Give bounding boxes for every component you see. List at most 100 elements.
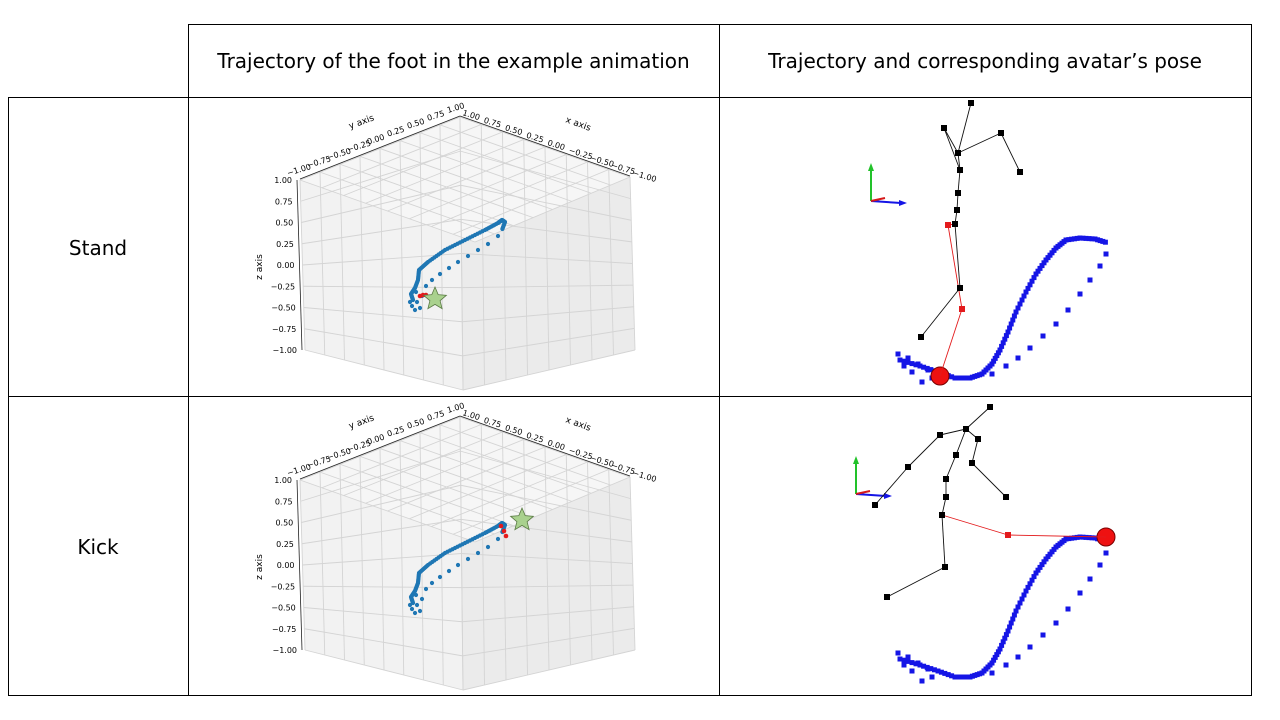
pose-point — [929, 674, 935, 680]
pose-point — [989, 361, 995, 367]
grid-line — [452, 469, 609, 535]
up-axis-arrow — [868, 163, 874, 171]
pose-point — [995, 649, 1001, 655]
trajectory-point — [475, 247, 481, 253]
pose-point — [928, 367, 934, 373]
pose-point — [1077, 291, 1083, 297]
pose-point — [1089, 535, 1095, 541]
pose-point — [945, 672, 951, 678]
pose-point — [989, 660, 995, 666]
pose-point — [1041, 559, 1047, 565]
y-tick-label: 0.50 — [406, 417, 426, 431]
pose-point — [1102, 239, 1108, 245]
pose-point — [895, 650, 901, 656]
pose-point — [1037, 564, 1043, 570]
skeleton-joint — [987, 404, 993, 410]
pose-point — [1023, 289, 1029, 295]
z-axis-line — [296, 179, 303, 351]
skeleton-bone — [965, 406, 991, 430]
z-tick-label: 0.00 — [277, 561, 295, 570]
table-rule-bottom — [8, 695, 1252, 696]
pose-point — [1086, 535, 1092, 541]
trajectory-point — [495, 536, 501, 542]
grid-line — [461, 584, 634, 589]
pose-point — [1005, 628, 1011, 634]
grid-line — [461, 553, 633, 564]
pose-point — [1031, 275, 1037, 281]
trajectory-point — [485, 241, 491, 247]
z-tick-label: 0.75 — [275, 497, 293, 506]
y-tick-label: 0.75 — [426, 409, 446, 423]
grid-line — [587, 161, 593, 361]
trajectory-point — [423, 586, 429, 592]
pose-trajectory — [895, 235, 1109, 385]
pose-point — [991, 358, 997, 364]
pose-point — [1103, 550, 1109, 556]
pose-point — [992, 654, 998, 660]
pose-point — [1089, 236, 1095, 242]
z-tick-label: 0.50 — [275, 519, 293, 528]
pose-point — [901, 662, 907, 668]
pose-point — [1003, 632, 1009, 638]
pose-point — [909, 369, 915, 375]
z-tick-label: 0.00 — [277, 261, 295, 270]
pose-point — [1097, 263, 1103, 269]
pose-trajectory — [895, 534, 1109, 684]
pose-point — [1074, 534, 1080, 540]
z-axis-label: z axis — [255, 254, 265, 280]
y-tick-label: 0.25 — [386, 425, 406, 439]
target-star — [422, 285, 448, 310]
y-tick-label: 0.00 — [366, 433, 386, 447]
skeleton-bone — [945, 454, 957, 480]
trajectory-point — [412, 610, 418, 616]
pose-point — [1069, 236, 1075, 242]
pose-point — [919, 678, 925, 684]
pose-point — [1095, 237, 1101, 243]
row-label-kick: Kick — [77, 535, 119, 559]
current-point — [498, 523, 504, 529]
pose-point — [897, 357, 903, 363]
z-tick-label: −0.75 — [272, 325, 297, 334]
pose-point — [1100, 238, 1106, 244]
skeleton-joint — [953, 452, 959, 458]
trajectory-point — [455, 562, 461, 568]
grid-line — [608, 169, 614, 356]
pose-point — [1071, 535, 1077, 541]
table-rule-top — [188, 24, 1252, 25]
grid-line — [399, 140, 573, 202]
pose-view-stand — [868, 100, 1109, 386]
grid-line — [462, 327, 635, 357]
pose-point — [1069, 535, 1075, 541]
x-tick-label: −1.00 — [631, 168, 657, 184]
skeleton-bone — [939, 428, 967, 436]
pose-point — [1013, 309, 1019, 315]
grid-line — [399, 440, 405, 676]
pose-point — [1027, 345, 1033, 351]
trajectory-point — [417, 305, 423, 311]
pose-point — [1080, 534, 1086, 540]
pose-point — [938, 669, 944, 675]
skeleton-joint — [918, 334, 924, 340]
plot-3d-kick: −1.00−0.75−0.50−0.250.000.250.500.751.00… — [255, 402, 657, 691]
z-axis-label: z axis — [255, 554, 265, 580]
pose-point — [1040, 632, 1046, 638]
grid-line — [461, 253, 633, 264]
grid-line — [439, 124, 611, 186]
trajectory-point — [409, 606, 415, 612]
pose-point — [1008, 321, 1014, 327]
grid-line — [304, 349, 464, 391]
pose-point — [1025, 584, 1031, 590]
pose-point — [901, 358, 907, 364]
pose-point — [897, 656, 903, 662]
pose-point — [952, 375, 958, 381]
grid-line — [409, 154, 567, 220]
grid-line — [452, 169, 609, 235]
pose-view-kick — [853, 404, 1116, 684]
trajectory-point — [419, 596, 425, 602]
grid-line — [459, 416, 631, 478]
pose-point — [921, 364, 927, 370]
pose-point — [1019, 297, 1025, 303]
pose-point — [992, 355, 998, 361]
grid-line — [439, 424, 611, 486]
pose-point — [1027, 644, 1033, 650]
